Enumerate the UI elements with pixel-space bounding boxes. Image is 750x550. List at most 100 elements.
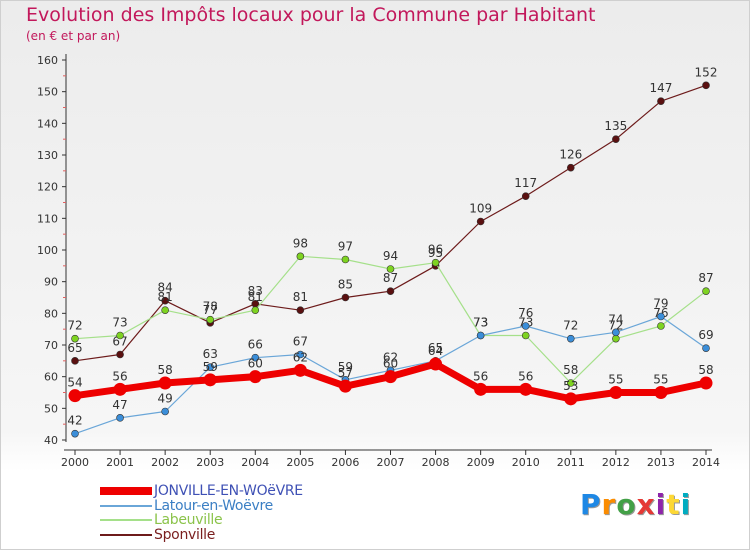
data-label-sponville: 147: [649, 81, 672, 95]
data-label-sponville: 109: [469, 202, 492, 216]
data-point-labeuville: [296, 252, 305, 261]
data-label-labeuville: 78: [203, 300, 218, 314]
legend-swatch: [100, 504, 152, 507]
data-label-latour-en-wo-vre: 42: [67, 414, 82, 428]
data-point-latour-en-wo-vre: [296, 350, 305, 359]
data-point-jonville-en-wo-vre: [68, 389, 82, 403]
data-point-latour-en-wo-vre: [521, 322, 530, 330]
data-point-sponville: [476, 217, 485, 226]
data-point-sponville: [116, 350, 124, 359]
y-tick-label: 80: [44, 307, 58, 320]
data-label-jonville-en-wo-vre: 59: [203, 360, 218, 374]
data-point-labeuville: [702, 287, 710, 295]
data-point-jonville-en-wo-vre: [113, 382, 127, 396]
legend-label: Labeuville: [154, 512, 223, 528]
legend-swatch: [100, 519, 152, 522]
data-label-latour-en-wo-vre: 49: [158, 392, 173, 406]
x-tick-label: 2014: [692, 456, 720, 469]
data-point-latour-en-wo-vre: [206, 363, 215, 371]
chart-subtitle: (en € et par an): [26, 29, 121, 43]
x-tick-label: 2008: [422, 456, 450, 469]
data-label-sponville: 84: [158, 281, 173, 295]
data-point-jonville-en-wo-vre: [609, 386, 623, 399]
data-point-jonville-en-wo-vre: [158, 376, 172, 390]
data-label-labeuville: 73: [112, 316, 127, 330]
data-label-jonville-en-wo-vre: 53: [563, 379, 578, 393]
data-label-labeuville: 87: [698, 271, 713, 285]
data-label-jonville-en-wo-vre: 62: [293, 350, 308, 364]
y-tick-label: 110: [37, 212, 58, 225]
data-point-jonville-en-wo-vre: [203, 373, 217, 387]
data-label-labeuville: 98: [293, 236, 308, 250]
data-label-latour-en-wo-vre: 67: [293, 335, 308, 349]
data-point-latour-en-wo-vre: [161, 407, 169, 416]
data-point-jonville-en-wo-vre: [248, 370, 262, 384]
y-tick-label: 60: [44, 371, 58, 384]
data-point-labeuville: [386, 265, 395, 273]
data-label-jonville-en-wo-vre: 60: [248, 357, 263, 371]
data-point-labeuville: [206, 315, 215, 324]
data-point-sponville: [521, 192, 530, 200]
data-label-latour-en-wo-vre: 76: [518, 306, 533, 320]
data-label-sponville: 135: [604, 119, 627, 133]
legend-item-jonville-en-wo-vre: JONVILLE-EN-WOëVRE: [100, 484, 303, 499]
x-tick-label: 2011: [557, 456, 585, 469]
data-label-sponville: 85: [338, 278, 353, 292]
data-label-latour-en-wo-vre: 74: [608, 312, 623, 326]
data-point-labeuville: [431, 258, 440, 267]
data-label-sponville: 95: [428, 246, 443, 260]
data-point-jonville-en-wo-vre: [474, 382, 488, 396]
data-label-jonville-en-wo-vre: 55: [653, 373, 668, 387]
y-tick-label: 100: [37, 244, 58, 257]
data-label-jonville-en-wo-vre: 55: [608, 373, 623, 387]
chart-title: Evolution des Impôts locaux pour la Comm…: [26, 4, 596, 26]
x-tick-label: 2006: [331, 456, 359, 469]
data-label-labeuville: 58: [563, 363, 578, 377]
data-point-latour-en-wo-vre: [116, 414, 124, 422]
data-label-labeuville: 96: [428, 243, 443, 257]
data-point-sponville: [702, 81, 710, 90]
data-point-latour-en-wo-vre: [612, 328, 620, 337]
data-point-sponville: [161, 296, 169, 305]
data-point-latour-en-wo-vre: [566, 334, 575, 343]
data-label-sponville: 117: [514, 176, 537, 190]
data-point-latour-en-wo-vre: [476, 331, 485, 340]
y-tick-label: 50: [44, 402, 58, 415]
data-point-labeuville: [341, 255, 350, 264]
x-tick-label: 2001: [106, 456, 134, 469]
data-point-labeuville: [71, 334, 79, 343]
data-point-jonville-en-wo-vre: [519, 382, 533, 396]
data-point-sponville: [71, 357, 79, 365]
data-label-latour-en-wo-vre: 62: [383, 350, 398, 364]
x-tick-label: 2010: [512, 456, 540, 469]
legend-item-labeuville: Labeuville: [100, 513, 303, 528]
data-label-sponville: 87: [383, 271, 398, 285]
data-label-latour-en-wo-vre: 69: [698, 328, 713, 342]
data-point-jonville-en-wo-vre: [654, 386, 668, 399]
data-point-sponville: [657, 97, 665, 105]
legend-label: Sponville: [154, 526, 216, 543]
y-tick-label: 150: [37, 86, 58, 99]
data-label-jonville-en-wo-vre: 58: [698, 363, 713, 377]
legend-item-sponville: Sponville: [100, 526, 303, 543]
y-tick-label: 120: [37, 181, 58, 194]
data-point-jonville-en-wo-vre: [338, 379, 352, 393]
data-label-jonville-en-wo-vre: 60: [383, 357, 398, 371]
data-label-latour-en-wo-vre: 72: [563, 319, 578, 333]
legend-label: JONVILLE-EN-WOëVRE: [154, 483, 303, 499]
data-label-sponville: 77: [203, 303, 218, 317]
data-point-labeuville: [161, 306, 169, 314]
data-label-sponville: 67: [112, 335, 127, 349]
data-point-latour-en-wo-vre: [251, 353, 260, 362]
data-label-jonville-en-wo-vre: 56: [473, 369, 488, 383]
data-label-jonville-en-wo-vre: 54: [67, 376, 82, 390]
x-tick-label: 2002: [151, 456, 179, 469]
y-tick-label: 90: [44, 276, 58, 289]
y-tick-label: 130: [37, 149, 58, 162]
x-tick-label: 2013: [647, 456, 675, 469]
x-tick-label: 2004: [241, 456, 269, 469]
x-tick-label: 2009: [467, 456, 495, 469]
y-tick-label: 160: [37, 54, 58, 67]
data-label-latour-en-wo-vre: 73: [473, 316, 488, 330]
data-label-sponville: 152: [695, 65, 718, 79]
